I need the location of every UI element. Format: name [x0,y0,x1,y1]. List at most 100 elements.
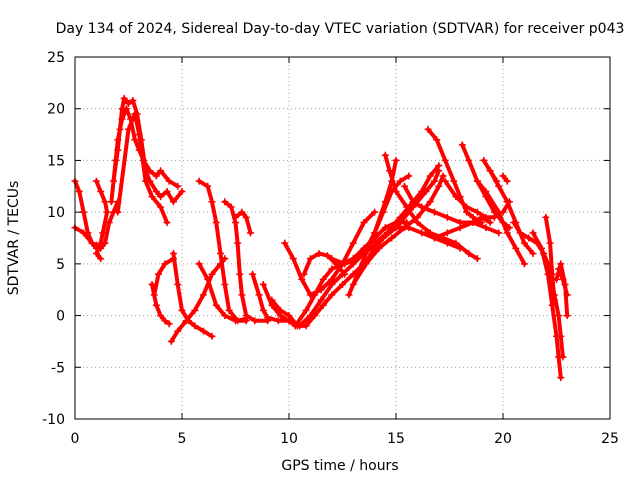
data-point-sat-ae-3 [473,208,481,216]
series-sat-aa [381,151,481,263]
data-point-sat-r-0 [281,239,289,247]
data-point-sat-l-7 [234,317,242,325]
data-point-sat-i-4 [191,322,199,330]
data-point-sat-ag-0 [473,177,481,185]
data-point-sat-w-4 [379,208,387,216]
y-tick-label-5: 15 [47,153,65,169]
data-point-sat-e-3 [118,115,126,123]
data-point-sat-ao-0 [555,265,563,273]
data-point-sat-x-7 [435,182,443,190]
data-point-sat-n-0 [232,213,239,221]
data-point-sat-t-4 [339,270,346,278]
series-sat-ao [555,265,571,299]
series-line-sat-f [115,111,169,225]
data-point-sat-ae-4 [482,213,490,221]
data-point-sat-ad-6 [469,213,477,221]
data-point-sat-m-3 [234,239,242,247]
data-point-sat-d-14 [169,198,177,206]
data-point-sat-m-4 [236,270,244,278]
data-point-sat-u-2 [311,291,319,299]
data-point-sat-e-1 [112,156,120,164]
data-point-sat-ad-1 [433,136,441,144]
data-point-sat-n-2 [242,213,250,221]
data-point-sat-r-8 [360,218,368,226]
data-point-sat-s-0 [300,270,308,278]
data-point-sat-an-1 [557,260,565,268]
series-sat-ae [441,177,498,221]
data-point-sat-ag-5 [520,260,528,268]
data-point-sat-u-9 [381,224,389,232]
data-point-sat-e-4 [122,105,130,113]
data-point-sat-am-0 [529,229,537,237]
data-point-sat-v-2 [353,255,361,263]
series-line-sat-ag [475,179,527,266]
data-point-sat-s-3 [324,252,332,260]
data-point-sat-ag-4 [512,244,520,252]
data-point-sat-k-1 [204,275,212,283]
data-point-sat-e-2 [114,136,122,144]
data-point-sat-i-1 [174,281,182,289]
data-point-sat-h-1 [152,301,160,309]
data-point-sat-e-10 [152,172,160,180]
data-point-sat-aj-1 [503,177,511,185]
data-point-sat-x-3 [388,234,396,242]
data-point-sat-f-4 [142,177,150,185]
series-line-sat-ak [501,199,512,215]
data-point-sat-ah-5 [529,250,537,258]
y-tick-label-1: -5 [51,360,65,376]
data-point-sat-ah-4 [520,239,528,247]
data-point-sat-i-6 [208,332,216,340]
data-point-sat-f-2 [131,110,139,118]
data-point-sat-m-7 [251,317,259,325]
grid-lines [75,57,610,419]
plot-frame [74,56,611,420]
data-point-sat-al-1 [516,229,524,237]
x-tick-label-4: 20 [494,431,512,447]
data-point-sat-ad-0 [424,125,432,133]
data-point-sat-r-1 [289,255,297,263]
series-sat-n [232,208,254,237]
data-point-sat-am-6 [557,374,565,382]
series-sat-a [71,198,122,252]
data-point-sat-k-0 [195,260,203,268]
data-point-sat-ag-1 [482,187,490,195]
series-line-sat-j [169,256,227,344]
data-point-sat-ac-0 [422,229,430,237]
data-point-sat-ab-4 [443,213,451,221]
data-point-sat-q-4 [302,322,310,330]
data-point-sat-t-1 [306,312,314,320]
data-point-sat-c-5 [97,239,105,247]
series-sat-aj [499,172,511,185]
data-point-sat-aa-7 [452,239,460,247]
y-axis-ticks: -10 -5 0 5 10 15 20 25 [42,50,610,428]
series-sat-ak [499,198,513,216]
data-point-sat-l-0 [195,177,203,185]
data-point-sat-ap-2 [548,270,556,278]
data-point-sat-ab-0 [401,182,409,190]
data-point-sat-an-3 [563,312,571,320]
series-line-sat-g [152,256,176,297]
data-point-sat-f-6 [157,203,165,211]
data-point-sat-ad-2 [441,156,449,164]
data-point-sat-q-6 [319,301,327,309]
data-point-sat-x-8 [439,172,447,180]
series-sat-b [71,177,100,252]
data-point-sat-c-2 [101,198,109,206]
data-point-sat-am-3 [548,301,556,309]
data-point-sat-q-7 [328,291,336,299]
series-sat-c [92,177,111,263]
series-line-sat-al [511,220,565,359]
data-point-sat-k-2 [212,301,220,309]
data-point-sat-i-0 [169,250,177,258]
data-point-sat-y-0 [358,265,366,273]
data-point-sat-m-5 [238,291,246,299]
data-point-sat-q-2 [285,312,293,320]
data-point-sat-aa-2 [392,187,400,195]
data-point-sat-ao-1 [559,275,567,283]
x-tick-label-3: 15 [387,431,405,447]
data-point-sat-c-0 [92,177,100,185]
data-point-sat-aa-3 [403,203,411,211]
data-point-sat-f-7 [163,218,171,226]
data-point-sat-s-2 [315,250,323,258]
data-point-sat-w-2 [362,250,370,258]
